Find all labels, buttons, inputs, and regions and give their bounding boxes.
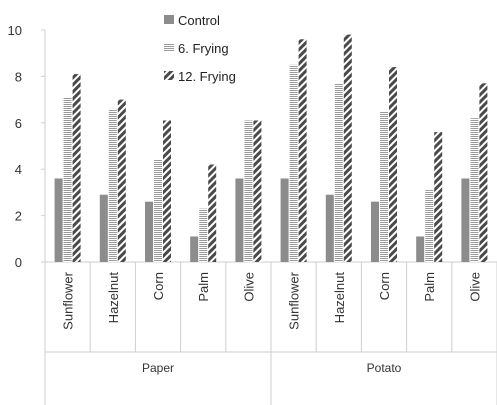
y-tick-label: 6 (15, 116, 22, 131)
bar-12-frying (479, 83, 488, 262)
bar-control (99, 194, 108, 262)
y-axis: 0 2 4 6 8 10 (8, 23, 46, 270)
bar-6-frying (108, 108, 117, 262)
bar-control (371, 201, 379, 262)
x-category-label: Olive (467, 272, 482, 302)
bar-6-frying (470, 118, 479, 262)
bar-control (325, 194, 334, 262)
bar-12-frying (343, 34, 352, 262)
bar-6-frying (199, 208, 208, 262)
bar-6-frying (425, 190, 434, 262)
legend: Control 6. Frying 12. Frying (164, 13, 236, 84)
bar-control (280, 178, 289, 262)
bar-control (461, 178, 470, 262)
legend-entry-6-frying: 6. Frying (164, 41, 229, 56)
x-group-label: Paper (142, 361, 174, 375)
bar-12-frying (208, 164, 217, 262)
bar-6-frying (334, 83, 343, 262)
legend-swatch-12-frying (164, 71, 174, 80)
y-tick-label: 2 (15, 209, 22, 224)
bar-control (416, 236, 425, 262)
x-category-label: Sunflower (287, 271, 302, 329)
x-category-label: Sunflower (61, 271, 76, 329)
bars-layer (54, 34, 488, 263)
bar-12-frying (163, 120, 171, 262)
x-category-label: Palm (196, 272, 211, 302)
bar-12-frying (253, 120, 262, 262)
y-tick-label: 4 (15, 162, 22, 177)
legend-label-12-frying: 12. Frying (178, 69, 236, 84)
x-category-label: Corn (151, 272, 166, 300)
x-category-label: Corn (377, 272, 392, 300)
legend-swatch-6-frying (164, 43, 174, 52)
bar-12-frying (434, 132, 443, 262)
bar-6-frying (380, 111, 388, 262)
bar-6-frying (154, 159, 162, 262)
x-category-label: Hazelnut (106, 272, 121, 324)
bar-6-frying (63, 97, 72, 262)
bar-6-frying (244, 120, 253, 262)
legend-entry-12-frying: 12. Frying (164, 69, 236, 84)
legend-swatch-control (164, 15, 174, 24)
bar-control (54, 178, 63, 262)
bar-control (235, 178, 244, 262)
bar-control (145, 201, 153, 262)
bar-12-frying (389, 67, 397, 263)
y-tick-label: 8 (15, 69, 22, 84)
y-tick-label: 0 (15, 255, 22, 270)
x-category-label: Hazelnut (332, 272, 347, 324)
bar-6-frying (289, 64, 298, 262)
x-category-label: Olive (241, 272, 256, 302)
bar-12-frying (298, 39, 307, 262)
bar-12-frying (117, 99, 126, 262)
legend-label-control: Control (178, 13, 220, 28)
x-group-label: Potato (367, 361, 402, 375)
bar-control (190, 236, 199, 262)
y-tick-label: 10 (8, 23, 22, 38)
legend-entry-control: Control (164, 13, 220, 28)
x-axis: Sunflower Hazelnut Corn Palm Olive Sunflower H… (44, 261, 497, 405)
x-category-label: Palm (422, 272, 437, 302)
bar-12-frying (72, 74, 81, 262)
legend-label-6-frying: 6. Frying (178, 41, 229, 56)
